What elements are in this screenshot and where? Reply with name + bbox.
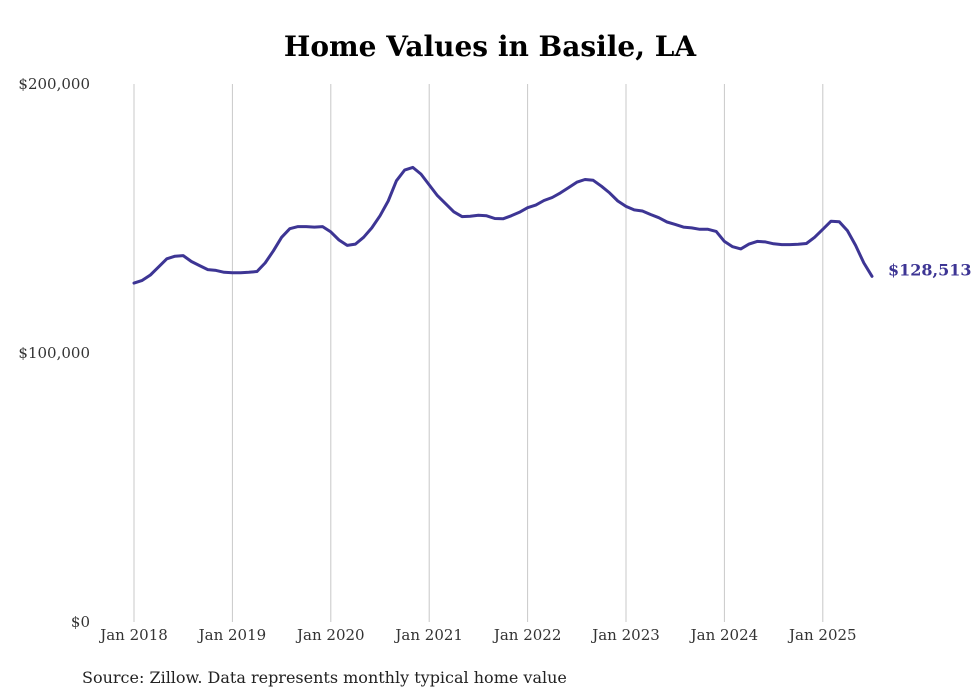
latest-value-label: $128,513 <box>888 260 972 279</box>
x-tick-label: Jan 2021 <box>393 626 463 644</box>
x-tick-label: Jan 2019 <box>197 626 267 644</box>
y-tick-label: $0 <box>71 613 90 631</box>
x-tick-label: Jan 2023 <box>590 626 660 644</box>
y-tick-label: $200,000 <box>18 75 90 93</box>
y-axis-labels: $0 $100,000 $200,000 <box>18 75 90 631</box>
grid-layer <box>133 84 824 622</box>
home-value-series-line <box>132 165 874 285</box>
x-axis-labels: Jan 2018 Jan 2019 Jan 2020 Jan 2021 Jan 2022… <box>98 626 856 644</box>
x-tick-label: Jan 2024 <box>689 626 759 644</box>
x-tick-label: Jan 2020 <box>295 626 365 644</box>
y-tick-label: $100,000 <box>18 344 90 362</box>
x-tick-label: Jan 2025 <box>787 626 857 644</box>
chart-title: Home Values in Basile, LA <box>283 30 697 63</box>
source-note: Source: Zillow. Data represents monthly … <box>82 668 567 687</box>
x-tick-label: Jan 2018 <box>98 626 168 644</box>
x-tick-label: Jan 2022 <box>492 626 562 644</box>
